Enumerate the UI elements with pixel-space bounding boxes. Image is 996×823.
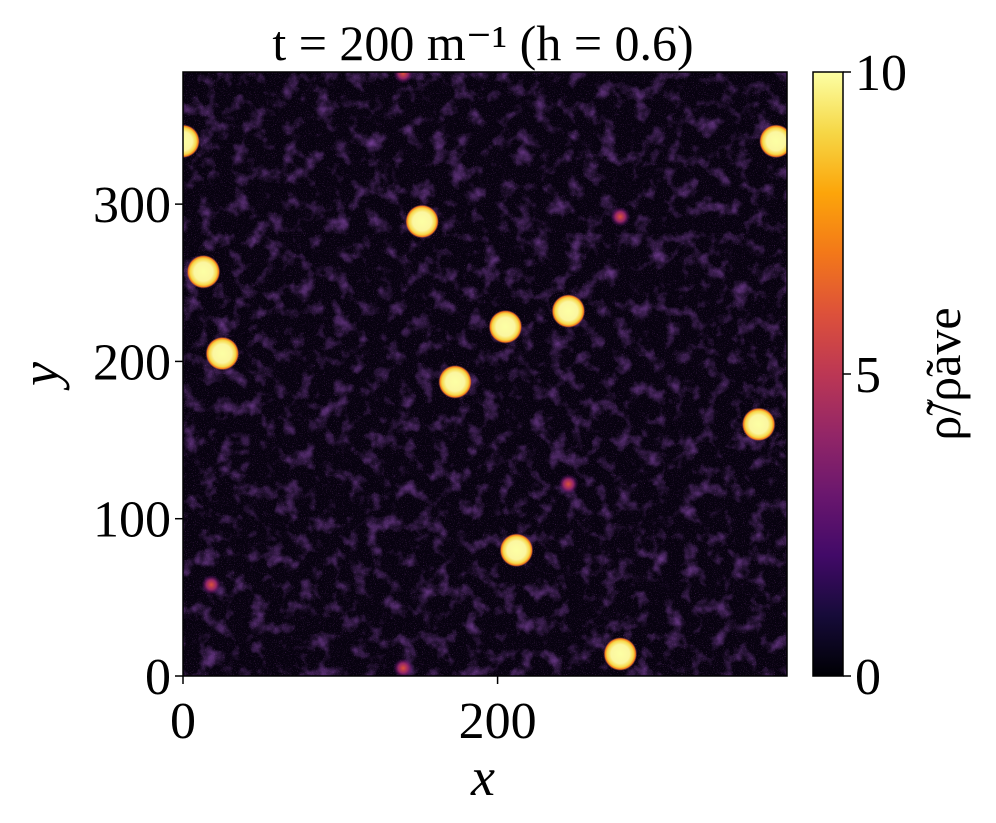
bright-clump-8 [741,407,776,442]
bright-clump-9 [499,533,534,568]
bright-clump-6 [205,336,240,371]
faint-clump-3 [393,658,414,676]
plot-frame [182,71,788,677]
y-tick-label-0: 0 [145,649,171,706]
colorbar-axis: 0 5 10 [843,45,907,706]
bright-clump-2 [405,204,440,239]
x-tick-label-1: 200 [459,693,537,750]
bright-clump-10 [603,636,638,671]
faint-clump-1 [558,474,579,495]
x-axis-label: x [470,747,495,807]
density-clumps [183,72,787,676]
bright-clump-0 [183,124,200,159]
bright-clump-7 [438,364,473,399]
bright-clump-5 [488,309,523,344]
colorbar-label: ρ̃/ρ̃ave [915,307,971,440]
bright-clump-3 [186,254,221,289]
heatmap-plot-area [183,72,787,676]
y-tick-label-3: 300 [93,177,171,234]
faint-clump-4 [201,574,222,595]
heatmap-texture-fine [183,72,787,676]
colorbar-tick-label-0: 0 [855,649,881,706]
x-axis: 0 200 [170,676,537,750]
colorbar-tick-label-2: 10 [855,45,907,102]
faint-clump-2 [393,72,414,84]
chart-title: t = 200 m⁻¹ (h = 0.6) [272,15,693,71]
y-axis: 0 100 200 300 [93,177,183,706]
y-tick-label-2: 200 [93,334,171,391]
faint-clump-0 [610,206,631,227]
y-tick-label-1: 100 [93,492,171,549]
colorbar [812,71,844,677]
bright-clump-1 [758,124,787,159]
y-axis-label: y [10,362,70,391]
colorbar-tick-label-1: 5 [855,347,881,404]
bright-clump-4 [551,294,586,329]
x-tick-label-0: 0 [170,693,196,750]
